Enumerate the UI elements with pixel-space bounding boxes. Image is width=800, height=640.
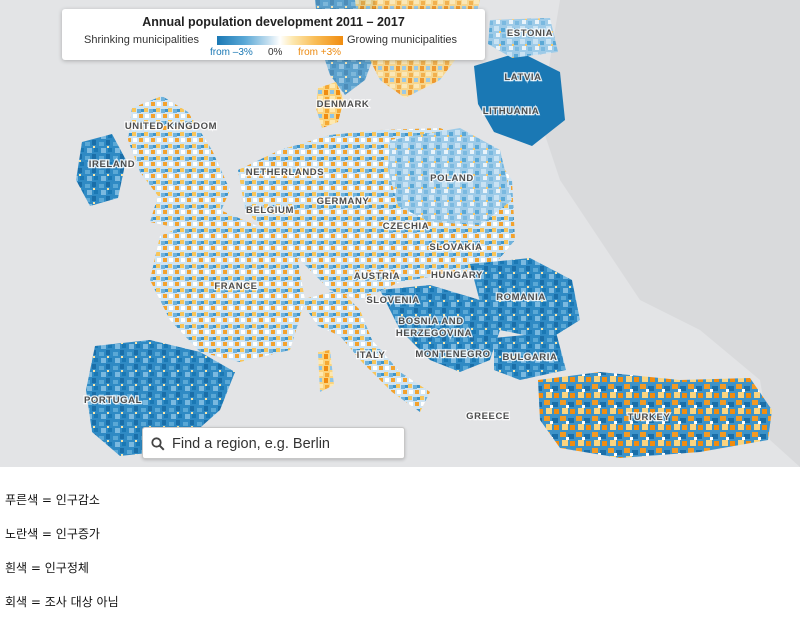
- country-label-united-kingdom: UNITED KINGDOM: [125, 121, 217, 132]
- country-label-austria: AUSTRIA: [354, 271, 400, 282]
- land-no-data-east: [540, 0, 800, 467]
- note-blue: 푸른색 = 인구감소: [5, 493, 100, 507]
- legend-tick-min: from –3%: [210, 47, 253, 58]
- country-label-estonia: ESTONIA: [507, 28, 553, 39]
- region-bulgaria: [494, 332, 566, 380]
- country-label-greece: GREECE: [466, 411, 510, 422]
- country-label-slovenia: SLOVENIA: [366, 295, 419, 306]
- country-label-portugal: PORTUGAL: [84, 395, 142, 406]
- country-label-hungary: HUNGARY: [431, 270, 483, 281]
- country-label-romania: ROMANIA: [496, 292, 546, 303]
- country-label-netherlands: NETHERLANDS: [246, 167, 324, 178]
- region-balkans: [380, 285, 500, 372]
- country-label-lithuania: LITHUANIA: [483, 106, 540, 117]
- region-italy: [300, 290, 430, 412]
- country-labels: ESTONIA LATVIA LITHUANIA DENMARK UNITED KING…: [83, 27, 671, 424]
- country-label-turkey: TURKEY: [628, 412, 671, 423]
- region-romania: [470, 258, 580, 340]
- country-label-montenegro: MONTENEGRO: [415, 349, 490, 360]
- search-icon[interactable]: [151, 436, 165, 455]
- country-label-belgium: BELGIUM: [246, 205, 294, 216]
- country-label-ireland: IRELAND: [89, 159, 135, 170]
- legend-title: Annual population development 2011 – 201…: [142, 15, 405, 29]
- country-label-bosnia-and: BOSNIA AND: [398, 316, 463, 327]
- country-label-poland: POLAND: [430, 173, 474, 184]
- note-white: 흰색 = 인구정체: [5, 561, 89, 575]
- region-estonia: [488, 18, 558, 58]
- note-gray: 회색 = 조사 대상 아님: [5, 595, 119, 609]
- legend-color-scale: [217, 36, 343, 45]
- country-label-denmark: DENMARK: [317, 99, 370, 110]
- search-input[interactable]: [170, 433, 402, 455]
- legend-shrinking-label: Shrinking municipalities: [84, 34, 199, 46]
- region-ireland: [76, 134, 126, 206]
- region-denmark: [316, 82, 344, 128]
- legend-tick-zero: 0%: [268, 47, 283, 58]
- population-map[interactable]: ESTONIA LATVIA LITHUANIA DENMARK UNITED KING…: [0, 0, 800, 467]
- map-canvas[interactable]: ESTONIA LATVIA LITHUANIA DENMARK UNITED KING…: [0, 0, 800, 467]
- region-turkey: [538, 372, 772, 458]
- country-label-germany: GERMANY: [317, 196, 370, 207]
- region-poland: [388, 128, 512, 225]
- country-label-latvia: LATVIA: [504, 72, 541, 83]
- legend-tick-max: from +3%: [298, 47, 342, 58]
- note-yellow: 노란색 = 인구증가: [5, 527, 100, 541]
- region-search[interactable]: [142, 427, 405, 459]
- legend-growing-label: Growing municipalities: [347, 34, 458, 46]
- country-label-slovakia: SLOVAKIA: [429, 242, 482, 253]
- country-label-italy: ITALY: [357, 350, 386, 361]
- region-sardinia: [318, 350, 334, 392]
- region-uk: [128, 96, 230, 228]
- region-baltics: [474, 52, 565, 146]
- country-label-czechia: CZECHIA: [383, 221, 429, 232]
- legend: Annual population development 2011 – 201…: [62, 9, 485, 60]
- country-label-france: FRANCE: [214, 281, 257, 292]
- country-label-bulgaria: BULGARIA: [503, 352, 558, 363]
- region-france: [150, 210, 305, 362]
- country-label-herzegovina: HERZEGOVINA: [396, 328, 472, 339]
